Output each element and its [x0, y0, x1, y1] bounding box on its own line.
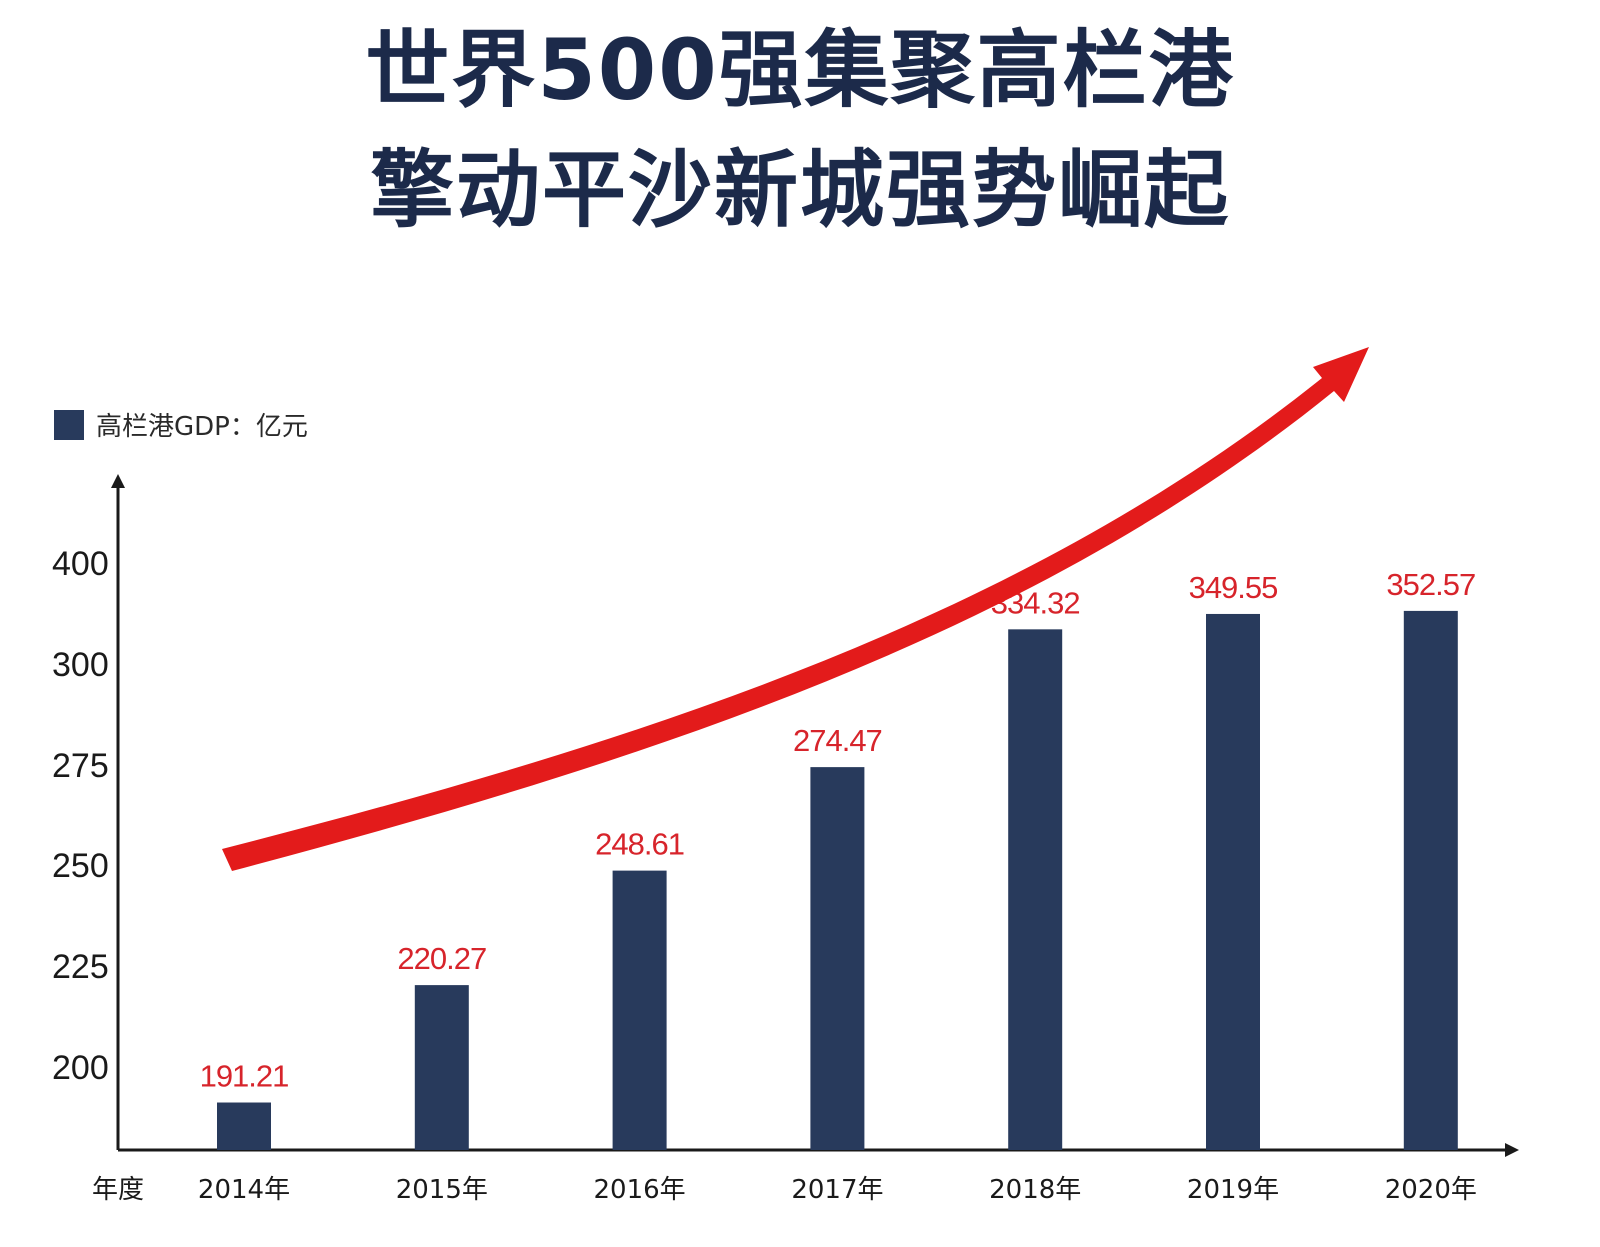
y-tick-label: 225: [52, 948, 109, 986]
y-tick-label: 250: [52, 847, 109, 885]
legend: 高栏港GDP：亿元: [54, 406, 308, 443]
bar: [612, 870, 667, 1150]
x-tick-label: 2014年: [198, 1175, 290, 1205]
chart-title-line-1: 世界500强集聚高栏港: [365, 21, 1235, 119]
x-tick-label: 2018年: [989, 1175, 1081, 1205]
bar-value-label: 191.21: [200, 1059, 289, 1094]
bar-value-label: 349.55: [1189, 570, 1278, 605]
bar: [217, 1102, 271, 1150]
chart-title-line-2: 擎动平沙新城强势崛起: [369, 141, 1230, 239]
y-axis-arrowhead: [111, 474, 125, 488]
bar: [810, 767, 865, 1150]
bar-value-label: 274.47: [793, 723, 882, 758]
x-tick-label: 2020年: [1385, 1175, 1477, 1205]
trend-arrow-icon: [222, 347, 1369, 871]
y-tick-label: 300: [52, 646, 109, 684]
bar-value-label: 220.27: [397, 941, 486, 976]
bar-value-label: 352.57: [1386, 567, 1475, 602]
bar: [1206, 613, 1260, 1150]
x-axis-arrowhead: [1505, 1143, 1519, 1157]
bar: [1008, 629, 1063, 1150]
legend-swatch: [54, 409, 84, 440]
x-tick-label: 2019年: [1187, 1175, 1279, 1205]
x-tick-label: 2015年: [396, 1175, 488, 1205]
y-tick-label: 275: [52, 747, 109, 785]
y-tick-label: 200: [52, 1049, 109, 1087]
x-axis-title: 年度: [92, 1175, 144, 1205]
bar-value-label: 248.61: [595, 827, 684, 862]
bar: [414, 985, 469, 1150]
y-tick-label: 400: [52, 545, 109, 583]
bar: [1403, 610, 1458, 1150]
legend-label: 高栏港GDP：亿元: [96, 412, 308, 442]
x-tick-label: 2017年: [791, 1175, 883, 1205]
x-tick-label: 2016年: [594, 1175, 686, 1205]
